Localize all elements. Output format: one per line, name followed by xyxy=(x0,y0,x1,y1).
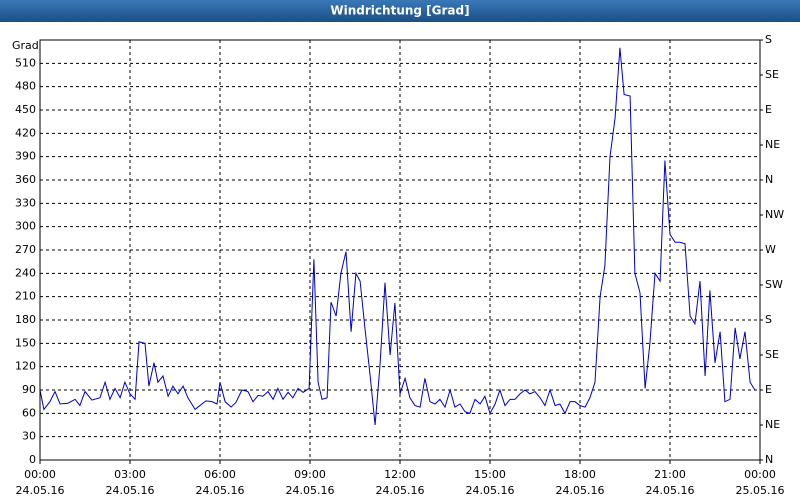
chart-title: Windrichtung [Grad] xyxy=(330,4,469,18)
x-tick-label: 15:00 xyxy=(474,468,506,481)
x-tick-label: 00:00 xyxy=(744,468,776,481)
y2-tick-label: E xyxy=(765,383,772,396)
x-tick-label: 24.05.16 xyxy=(556,484,605,497)
y2-tick-label: NE xyxy=(765,138,780,151)
y2-tick-label: SE xyxy=(765,68,779,81)
y-tick-label: 120 xyxy=(15,360,36,373)
x-tick-label: 24.05.16 xyxy=(466,484,515,497)
y-tick-label: 360 xyxy=(15,173,36,186)
y-tick-label: 300 xyxy=(15,220,36,233)
title-bar xyxy=(0,0,800,22)
x-tick-label: 12:00 xyxy=(384,468,416,481)
y-tick-label: 480 xyxy=(15,80,36,93)
x-tick-label: 21:00 xyxy=(654,468,686,481)
y-tick-label: 0 xyxy=(29,453,36,466)
y2-tick-label: NE xyxy=(765,418,780,431)
y2-tick-label: SW xyxy=(765,278,783,291)
x-tick-label: 00:00 xyxy=(24,468,56,481)
x-tick-label: 24.05.16 xyxy=(106,484,155,497)
y2-tick-label: W xyxy=(765,243,776,256)
y-tick-label: 390 xyxy=(15,150,36,163)
y2-tick-label: E xyxy=(765,103,772,116)
y2-tick-label: N xyxy=(765,173,773,186)
x-tick-label: 03:00 xyxy=(114,468,146,481)
y-tick-label: 60 xyxy=(22,406,36,419)
y-tick-label: 150 xyxy=(15,336,36,349)
y2-tick-label: N xyxy=(765,453,773,466)
y-tick-label: 240 xyxy=(15,266,36,279)
x-tick-label: 18:00 xyxy=(564,468,596,481)
y-tick-label: 450 xyxy=(15,103,36,116)
y2-tick-label: S xyxy=(765,33,772,46)
x-tick-label: 24.05.16 xyxy=(376,484,425,497)
x-tick-label: 24.05.16 xyxy=(16,484,65,497)
x-tick-label: 24.05.16 xyxy=(646,484,695,497)
y-tick-label: 30 xyxy=(22,430,36,443)
y-axis-label: Grad xyxy=(12,39,39,52)
x-tick-label: 25.05.16 xyxy=(736,484,785,497)
y-tick-label: 330 xyxy=(15,196,36,209)
y-tick-label: 510 xyxy=(15,56,36,69)
x-tick-label: 24.05.16 xyxy=(196,484,245,497)
y2-tick-label: SE xyxy=(765,348,779,361)
y-tick-label: 210 xyxy=(15,290,36,303)
x-tick-label: 06:00 xyxy=(204,468,236,481)
y-tick-label: 180 xyxy=(15,313,36,326)
y2-tick-label: NW xyxy=(765,208,784,221)
x-tick-label: 24.05.16 xyxy=(286,484,335,497)
data-line xyxy=(39,47,756,426)
y2-tick-label: S xyxy=(765,313,772,326)
y-tick-label: 420 xyxy=(15,126,36,139)
x-tick-label: 09:00 xyxy=(294,468,326,481)
y-tick-label: 90 xyxy=(22,383,36,396)
y-tick-label: 270 xyxy=(15,243,36,256)
